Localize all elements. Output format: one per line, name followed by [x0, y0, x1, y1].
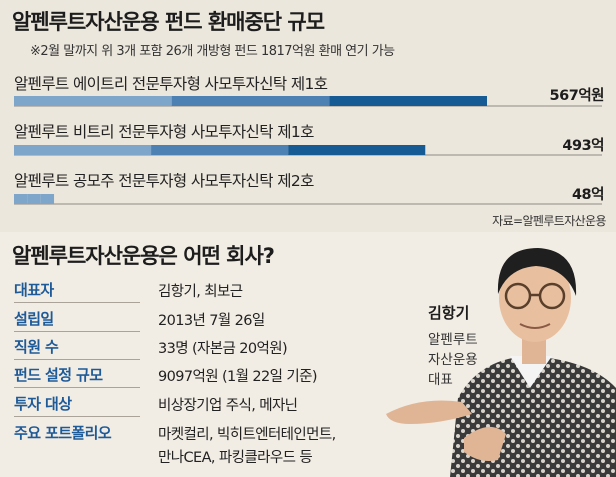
profile-key-employees: 직원 수 [14, 338, 59, 356]
profile-value-employees: 33명 (자본금 20억원) [158, 341, 288, 357]
profile-key-ceo: 대표자 [14, 281, 54, 299]
bar-3-segment-3 [40, 194, 55, 204]
profile-key-targets: 투자 대상 [14, 395, 72, 413]
profile-value-ceo: 김항기, 최보근 [158, 284, 243, 300]
bar-1-segment-3 [329, 96, 487, 106]
chart-panel: 알펜루트자산운용 펀드 환매중단 규모 ※2월 말까지 위 3개 포함 26개 … [0, 0, 616, 232]
bar-value-1: 567억원 [549, 88, 605, 104]
bar-label-2: 알펜루트 비트리 전문투자형 사모투자신탁 제1호 [14, 123, 314, 141]
profile-key-founded: 설립일 [14, 310, 54, 328]
row-divider [14, 387, 140, 388]
chart-title: 알펜루트자산운용 펀드 환매중단 규모 [12, 10, 325, 34]
profile-value-portfolio: 마켓컬리, 빅히트엔터테인먼트, [158, 427, 336, 443]
bar-2-segment-3 [288, 145, 426, 155]
bar-label-3: 알펜루트 공모주 전문투자형 사모투자신탁 제2호 [14, 172, 314, 190]
profile-heading: 알펜루트자산운용은 어떤 회사? [12, 244, 275, 268]
bar-3-segment-2 [27, 194, 41, 204]
profile-value-fund-size: 9097억원 (1월 22일 기준) [158, 369, 318, 385]
profile-key-fund-size: 펀드 설정 규모 [14, 366, 103, 384]
bar-2-segment-1 [14, 145, 152, 155]
bar-chart [14, 96, 602, 205]
bar-2-segment-2 [151, 145, 289, 155]
person-org-line1: 알펜루트 [428, 332, 478, 348]
profile-value-founded: 2013년 7월 26일 [158, 313, 265, 329]
profile-key-portfolio: 주요 포트폴리오 [14, 424, 112, 442]
bar-label-1: 알펜루트 에이트리 전문투자형 사모투자신탁 제1호 [14, 75, 328, 93]
ceo-portrait [386, 248, 616, 477]
person-org-line2: 자산운용 [428, 352, 478, 368]
row-divider [14, 331, 140, 332]
chart-source: 자료=알펜루트자산운용 [492, 214, 606, 228]
row-divider [14, 359, 140, 360]
profile-value-targets: 비상장기업 주식, 메자닌 [158, 398, 298, 414]
row-divider [14, 416, 140, 417]
bar-value-2: 493억 [562, 138, 604, 154]
bar-3-segment-1 [14, 194, 28, 204]
person-title: 대표 [428, 372, 453, 388]
bar-value-3: 48억 [571, 187, 605, 203]
bar-1-segment-2 [171, 96, 330, 106]
profile-value-portfolio-line2: 만나CEA, 파킹클라우드 등 [158, 450, 313, 466]
bar-1-segment-1 [14, 96, 172, 106]
person-name: 김항기 [428, 304, 470, 322]
chart-subtitle: ※2월 말까지 위 3개 포함 26개 개방형 펀드 1817억원 환매 연기 … [30, 44, 395, 59]
row-divider [14, 302, 140, 303]
